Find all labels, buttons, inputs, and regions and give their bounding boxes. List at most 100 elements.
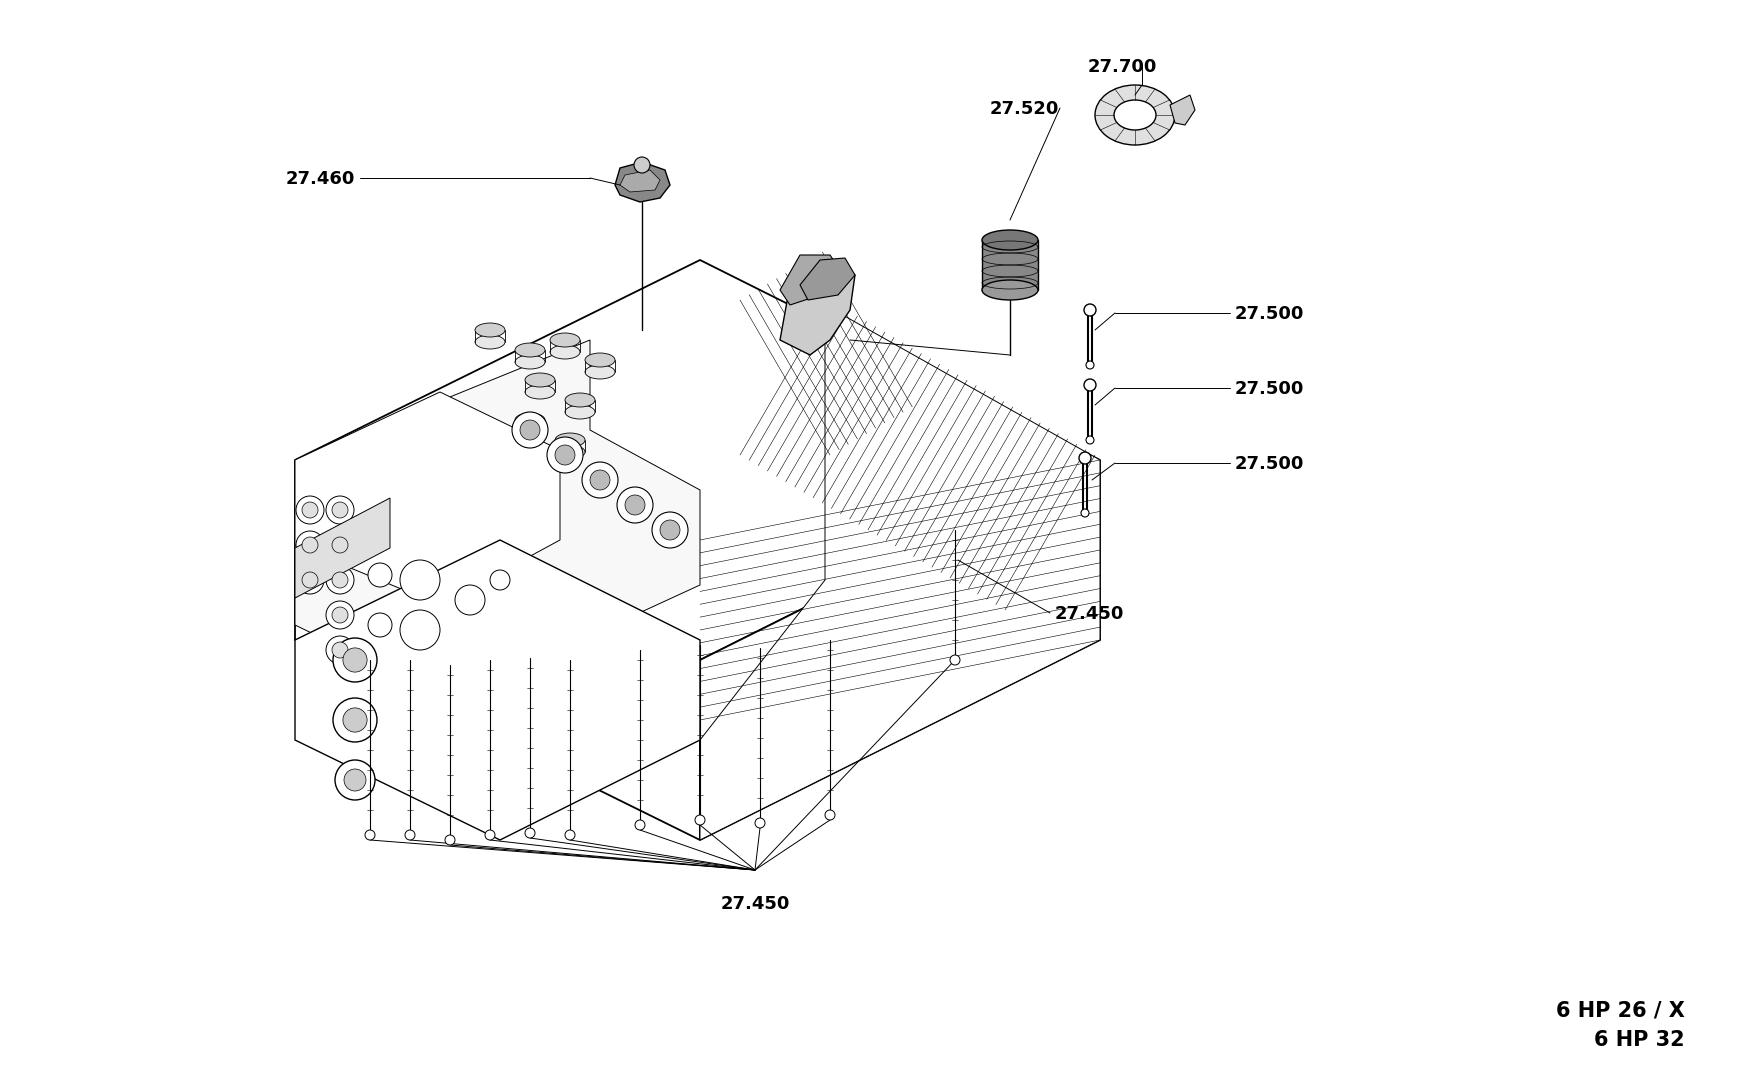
Circle shape [367, 613, 391, 637]
Circle shape [1085, 435, 1094, 444]
Ellipse shape [584, 365, 614, 379]
Ellipse shape [565, 406, 595, 419]
Ellipse shape [475, 335, 504, 349]
Ellipse shape [1113, 100, 1155, 129]
Ellipse shape [515, 413, 544, 427]
Circle shape [332, 638, 377, 682]
Circle shape [325, 566, 353, 594]
Circle shape [332, 502, 348, 518]
Circle shape [490, 570, 510, 590]
Polygon shape [800, 258, 854, 300]
Ellipse shape [555, 445, 584, 459]
Circle shape [581, 462, 617, 498]
Circle shape [659, 520, 680, 540]
Circle shape [1083, 379, 1096, 391]
Ellipse shape [475, 323, 504, 337]
Circle shape [633, 157, 650, 173]
Circle shape [1083, 304, 1096, 316]
Circle shape [445, 835, 454, 845]
Polygon shape [779, 255, 840, 305]
Circle shape [303, 537, 318, 553]
Circle shape [565, 830, 574, 840]
Circle shape [485, 830, 494, 840]
Circle shape [367, 563, 391, 587]
Ellipse shape [584, 353, 614, 367]
Circle shape [332, 537, 348, 553]
Polygon shape [619, 170, 659, 192]
Circle shape [755, 817, 765, 828]
Circle shape [325, 601, 353, 629]
Ellipse shape [550, 345, 579, 360]
Polygon shape [296, 392, 560, 605]
Circle shape [1078, 452, 1090, 464]
Circle shape [617, 487, 652, 523]
Circle shape [400, 610, 440, 649]
Circle shape [303, 572, 318, 589]
Circle shape [332, 698, 377, 742]
Text: 27.460: 27.460 [285, 170, 355, 188]
Circle shape [325, 531, 353, 559]
Polygon shape [296, 260, 1099, 660]
Circle shape [652, 513, 687, 548]
Circle shape [325, 636, 353, 664]
Ellipse shape [525, 385, 555, 399]
Polygon shape [699, 305, 1099, 840]
Circle shape [1080, 509, 1089, 517]
Circle shape [546, 437, 583, 473]
Circle shape [332, 572, 348, 589]
Ellipse shape [515, 425, 544, 439]
Circle shape [520, 421, 539, 440]
Circle shape [1085, 361, 1094, 369]
Ellipse shape [515, 355, 544, 369]
Circle shape [365, 830, 376, 840]
Circle shape [296, 496, 323, 524]
Circle shape [635, 820, 645, 830]
Circle shape [303, 502, 318, 518]
Text: 27.450: 27.450 [1054, 605, 1123, 623]
Circle shape [325, 496, 353, 524]
Circle shape [405, 830, 416, 840]
Ellipse shape [555, 433, 584, 447]
Polygon shape [296, 340, 699, 700]
Text: 27.500: 27.500 [1235, 305, 1304, 323]
Polygon shape [614, 162, 670, 202]
Text: 27.700: 27.700 [1087, 58, 1156, 76]
Circle shape [511, 412, 548, 448]
Ellipse shape [981, 230, 1038, 250]
Circle shape [525, 828, 534, 838]
Circle shape [332, 642, 348, 658]
Circle shape [824, 810, 835, 820]
Circle shape [332, 607, 348, 623]
Ellipse shape [515, 343, 544, 357]
Polygon shape [296, 498, 390, 598]
Circle shape [454, 585, 485, 615]
Circle shape [590, 470, 610, 490]
Polygon shape [1169, 95, 1195, 125]
Circle shape [296, 566, 323, 594]
Circle shape [555, 445, 574, 465]
Circle shape [343, 648, 367, 672]
Text: 27.520: 27.520 [989, 100, 1059, 118]
Polygon shape [981, 240, 1038, 290]
Ellipse shape [550, 333, 579, 347]
Text: 27.500: 27.500 [1235, 455, 1304, 473]
Circle shape [336, 760, 376, 800]
Circle shape [400, 560, 440, 600]
Ellipse shape [1094, 85, 1174, 146]
Polygon shape [779, 265, 854, 355]
Circle shape [296, 531, 323, 559]
Text: 6 HP 32: 6 HP 32 [1593, 1030, 1683, 1050]
Polygon shape [296, 540, 699, 840]
Polygon shape [699, 460, 1099, 840]
Text: 6 HP 26 / X: 6 HP 26 / X [1555, 1000, 1683, 1020]
Circle shape [344, 769, 365, 791]
Circle shape [694, 815, 704, 825]
Ellipse shape [981, 280, 1038, 300]
Text: 27.450: 27.450 [720, 895, 790, 913]
Ellipse shape [525, 373, 555, 387]
Circle shape [624, 495, 645, 515]
Polygon shape [296, 460, 699, 840]
Ellipse shape [565, 393, 595, 407]
Circle shape [343, 708, 367, 732]
Circle shape [949, 655, 960, 664]
